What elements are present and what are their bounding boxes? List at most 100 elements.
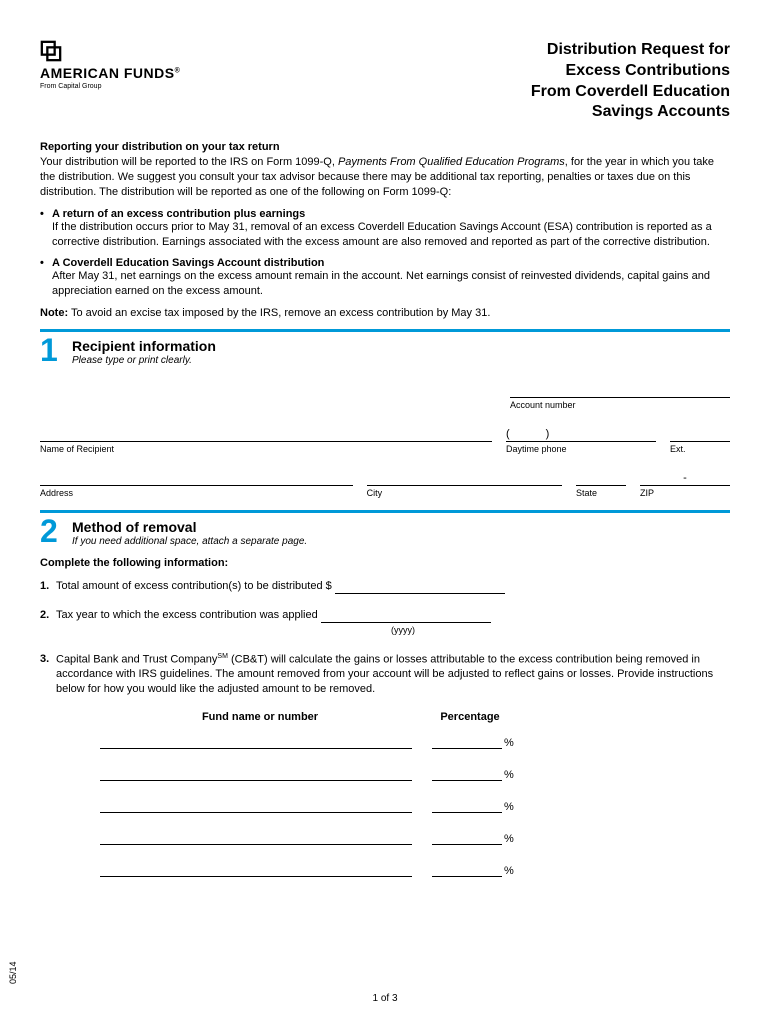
bullet-2: • A Coverdell Education Savings Account … (40, 257, 730, 299)
fund-table-head: Fund name or number Percentage (100, 711, 520, 723)
bullet-2-title: A Coverdell Education Savings Account di… (52, 257, 730, 269)
brand-name-text: AMERICAN FUNDS (40, 65, 175, 81)
brand-name: AMERICAN FUNDS® (40, 66, 180, 81)
section-1-titles: Recipient information Please type or pri… (72, 336, 216, 366)
item-1-field[interactable] (335, 593, 505, 594)
intro-heading: Reporting your distribution on your tax … (40, 141, 730, 153)
field-zip-line[interactable]: - (640, 468, 730, 486)
document-title: Distribution Request for Excess Contribu… (531, 40, 730, 123)
bullet-2-text: After May 31, net earnings on the excess… (52, 269, 730, 299)
pct-sign: % (502, 801, 520, 813)
item-3-text-a: Capital Bank and Trust Company (56, 653, 217, 665)
fund-name-field[interactable] (100, 733, 412, 749)
header-row: AMERICAN FUNDS® From Capital Group Distr… (40, 40, 730, 123)
fund-row: % (100, 829, 520, 845)
section-1-header: 1 Recipient information Please type or p… (40, 332, 730, 366)
title-line-1: Distribution Request for (531, 40, 730, 61)
field-city-line[interactable] (367, 468, 562, 486)
fund-name-field[interactable] (100, 829, 412, 845)
section-2-titles: Method of removal If you need additional… (72, 517, 307, 547)
zip-dash: - (683, 472, 687, 484)
bullet-body: A return of an excess contribution plus … (52, 208, 730, 250)
title-line-3: From Coverdell Education (531, 82, 730, 103)
item-3-num: 3. (40, 652, 56, 697)
intro-p1i: Payments From Qualified Education Progra… (338, 156, 565, 168)
item-2-yyyy: (yyyy) (318, 624, 488, 636)
fund-row: % (100, 765, 520, 781)
label-zip: ZIP (640, 488, 730, 498)
fund-name-field[interactable] (100, 861, 412, 877)
field-state-line[interactable] (576, 468, 626, 486)
section-1-title: Recipient information (72, 338, 216, 354)
section-2-title: Method of removal (72, 519, 307, 535)
label-account: Account number (510, 400, 730, 410)
fund-pct-field[interactable] (432, 797, 502, 813)
field-state[interactable]: State (576, 468, 626, 498)
label-address: Address (40, 488, 353, 498)
item-2-body: Tax year to which the excess contributio… (56, 608, 730, 638)
label-state: State (576, 488, 626, 498)
fund-table: Fund name or number Percentage %%%%% (100, 711, 520, 877)
field-zip[interactable]: - ZIP (640, 468, 730, 498)
item-1-body: Total amount of excess contribution(s) t… (56, 579, 730, 594)
pct-sign: % (502, 833, 520, 845)
field-name[interactable]: Name of Recipient (40, 424, 492, 454)
item-3: 3. Capital Bank and Trust CompanySM (CB&… (40, 652, 730, 697)
label-city: City (367, 488, 562, 498)
bullet-dot: • (40, 257, 52, 299)
field-address[interactable]: Address (40, 468, 353, 498)
item-3-sm: SM (217, 653, 228, 660)
brand-sub: From Capital Group (40, 83, 180, 90)
item-3-body: Capital Bank and Trust CompanySM (CB&T) … (56, 652, 730, 697)
fund-col-2: Percentage (420, 711, 520, 723)
fund-row: % (100, 861, 520, 877)
field-ext[interactable]: Ext. (670, 424, 730, 454)
note-text: To avoid an excise tax imposed by the IR… (68, 307, 490, 319)
fund-name-field[interactable] (100, 765, 412, 781)
section-2-header: 2 Method of removal If you need addition… (40, 513, 730, 547)
field-city[interactable]: City (367, 468, 562, 498)
field-name-line[interactable] (40, 424, 492, 442)
complete-heading: Complete the following information: (40, 557, 730, 569)
item-1: 1. Total amount of excess contribution(s… (40, 579, 730, 594)
field-phone-line[interactable]: ( ) (506, 424, 656, 442)
row-account: Account number (40, 380, 730, 410)
fund-pct-field[interactable] (432, 861, 502, 877)
phone-paren-r: ) (546, 428, 550, 440)
label-phone: Daytime phone (506, 444, 656, 454)
intro-p1a: Your distribution will be reported to th… (40, 156, 338, 168)
bullet-body: A Coverdell Education Savings Account di… (52, 257, 730, 299)
section-2-instr: If you need additional space, attach a s… (72, 536, 307, 547)
note-line: Note: To avoid an excise tax imposed by … (40, 307, 730, 319)
pct-sign: % (502, 737, 520, 749)
brand-reg: ® (175, 67, 181, 74)
title-line-4: Savings Accounts (531, 102, 730, 123)
label-ext: Ext. (670, 444, 730, 454)
pct-sign: % (502, 865, 520, 877)
spacer (40, 380, 496, 410)
section-2-number: 2 (40, 517, 72, 546)
fund-rows: %%%%% (100, 733, 520, 877)
bullet-dot: • (40, 208, 52, 250)
fund-pct-field[interactable] (432, 829, 502, 845)
logo-block: AMERICAN FUNDS® From Capital Group (40, 40, 180, 90)
fund-pct-field[interactable] (432, 765, 502, 781)
field-address-line[interactable] (40, 468, 353, 486)
item-1-text: Total amount of excess contribution(s) t… (56, 580, 335, 592)
row-address: Address City State - ZIP (40, 468, 730, 498)
fund-name-field[interactable] (100, 797, 412, 813)
bullet-1-title: A return of an excess contribution plus … (52, 208, 730, 220)
field-account-line[interactable] (510, 380, 730, 398)
field-phone[interactable]: ( ) Daytime phone (506, 424, 656, 454)
item-2: 2. Tax year to which the excess contribu… (40, 608, 730, 638)
phone-paren-l: ( (506, 428, 510, 440)
section-1-instr: Please type or print clearly. (72, 355, 216, 366)
fund-pct-field[interactable] (432, 733, 502, 749)
field-account[interactable]: Account number (510, 380, 730, 410)
field-ext-line[interactable] (670, 424, 730, 442)
page-footer: 1 of 3 (0, 993, 770, 1004)
item-2-field[interactable] (321, 622, 491, 623)
brand-logo-icon (40, 40, 62, 62)
fund-row: % (100, 733, 520, 749)
section-1-number: 1 (40, 336, 72, 365)
